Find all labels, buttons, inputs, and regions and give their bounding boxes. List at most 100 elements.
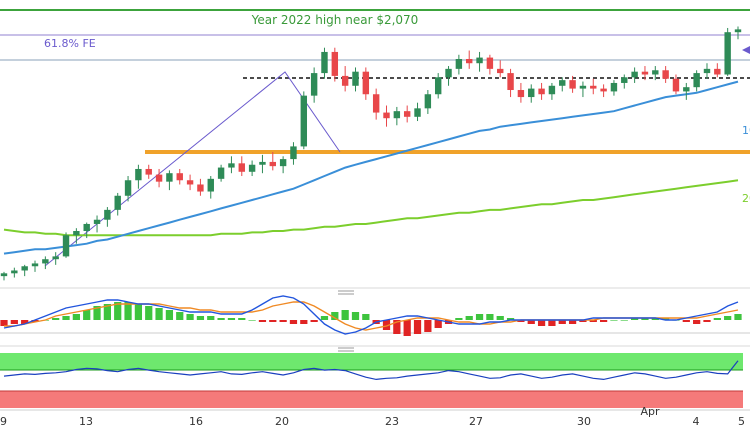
- candle-up: [11, 270, 18, 274]
- candle-down: [269, 161, 276, 167]
- candle-down: [662, 70, 669, 79]
- fib-trendline: [44, 71, 341, 267]
- macd-histogram-bar: [10, 320, 18, 324]
- x-tick-label: 9: [0, 415, 7, 428]
- x-tick-label: 23: [385, 415, 399, 428]
- macd-histogram-bar: [124, 302, 132, 320]
- macd-histogram-bar: [31, 320, 39, 322]
- candle-up: [0, 273, 8, 277]
- candle-up: [259, 161, 266, 165]
- candle-down: [672, 78, 680, 92]
- candle-down: [145, 168, 152, 175]
- candle-down: [403, 111, 411, 117]
- candle-down: [186, 180, 194, 185]
- macd-histogram-bar: [486, 314, 494, 320]
- macd-histogram: [0, 302, 742, 336]
- macd-histogram-bar: [145, 306, 153, 320]
- candle-up: [548, 85, 556, 95]
- macd-histogram-bar: [382, 320, 391, 330]
- macd-histogram-bar: [114, 302, 122, 320]
- macd-histogram-bar: [289, 320, 298, 324]
- candle-up: [93, 219, 101, 224]
- macd-histogram-bar: [579, 320, 587, 322]
- macd-histogram-bar: [682, 320, 690, 322]
- candle-up: [621, 77, 628, 83]
- candle-down: [538, 88, 545, 95]
- candle-up: [290, 146, 297, 160]
- moving-average-slow: [3, 179, 739, 237]
- candle-down: [714, 68, 721, 75]
- macd-histogram-bar: [279, 320, 287, 322]
- rsi-panel: [0, 353, 743, 408]
- macd-panel-grip[interactable]: [338, 290, 354, 295]
- candle-down: [383, 112, 390, 119]
- macd-histogram-bar: [568, 320, 577, 324]
- macd-histogram-bar: [341, 310, 349, 320]
- rsi-oversold-zone: [0, 391, 743, 408]
- macd-histogram-bar: [475, 314, 484, 320]
- candle-up: [652, 70, 659, 75]
- candle-up: [166, 173, 173, 182]
- candle-up: [693, 73, 700, 88]
- macd-histogram-bar: [134, 304, 143, 320]
- macd-histogram-bar: [403, 320, 411, 336]
- candle-up: [445, 68, 452, 78]
- candle-up: [21, 266, 28, 271]
- x-axis: 9 13 16 20 23 27 30 Apr 4 5: [0, 405, 750, 428]
- macd-histogram-bar: [496, 316, 504, 320]
- candle-down: [372, 94, 380, 113]
- macd-histogram-bar: [351, 312, 360, 320]
- candle-up: [434, 77, 442, 95]
- candle-down: [466, 58, 473, 64]
- candle-down: [176, 173, 183, 181]
- candle-up: [631, 71, 638, 78]
- macd-histogram-bar: [734, 314, 742, 320]
- x-tick-label: 5: [738, 415, 745, 428]
- macd-panel: [0, 295, 750, 336]
- macd-histogram-bar: [641, 318, 649, 320]
- candle-down: [197, 184, 204, 192]
- rsi-overbought-zone: [0, 353, 743, 370]
- macd-histogram-bar: [620, 320, 628, 321]
- x-tick-label: 16: [189, 415, 203, 428]
- candle-up: [73, 231, 80, 236]
- candle-down: [517, 90, 525, 98]
- macd-histogram-bar: [651, 318, 659, 320]
- macd-histogram-bar: [21, 320, 29, 324]
- rsi-panel-grip[interactable]: [338, 347, 354, 352]
- x-tick-label: Apr: [640, 405, 660, 418]
- macd-histogram-bar: [548, 320, 556, 326]
- candle-up: [476, 57, 483, 64]
- macd-histogram-bar: [693, 320, 701, 324]
- candle-up: [31, 263, 39, 267]
- macd-histogram-bar: [465, 316, 473, 320]
- candle-up: [248, 164, 256, 172]
- candle-up: [124, 180, 132, 196]
- candle-up: [279, 159, 287, 167]
- macd-histogram-bar: [537, 320, 546, 326]
- macd-histogram-bar: [238, 318, 246, 320]
- macd-histogram-bar: [320, 316, 329, 320]
- macd-histogram-bar: [424, 320, 432, 332]
- macd-histogram-bar: [248, 320, 256, 321]
- macd-histogram-bar: [724, 316, 732, 320]
- candle-down: [507, 73, 514, 91]
- macd-histogram-bar: [362, 314, 370, 320]
- candle-up: [114, 195, 121, 210]
- macd-histogram-bar: [434, 320, 442, 328]
- candle-down: [497, 68, 504, 74]
- candle-up: [62, 235, 70, 257]
- x-tick-label: 27: [469, 415, 483, 428]
- candle-up: [42, 259, 49, 264]
- macd-histogram-bar: [176, 312, 184, 320]
- x-tick-label: 30: [577, 415, 591, 428]
- candle-up: [610, 82, 618, 92]
- rsi-line: [3, 360, 739, 381]
- macd-histogram-bar: [165, 310, 174, 320]
- macd-histogram-bar: [610, 320, 618, 321]
- candle-up: [683, 87, 690, 92]
- macd-histogram-bar: [455, 318, 463, 320]
- candle-up: [207, 178, 214, 192]
- x-tick-label: 20: [275, 415, 289, 428]
- macd-histogram-bar: [589, 320, 597, 322]
